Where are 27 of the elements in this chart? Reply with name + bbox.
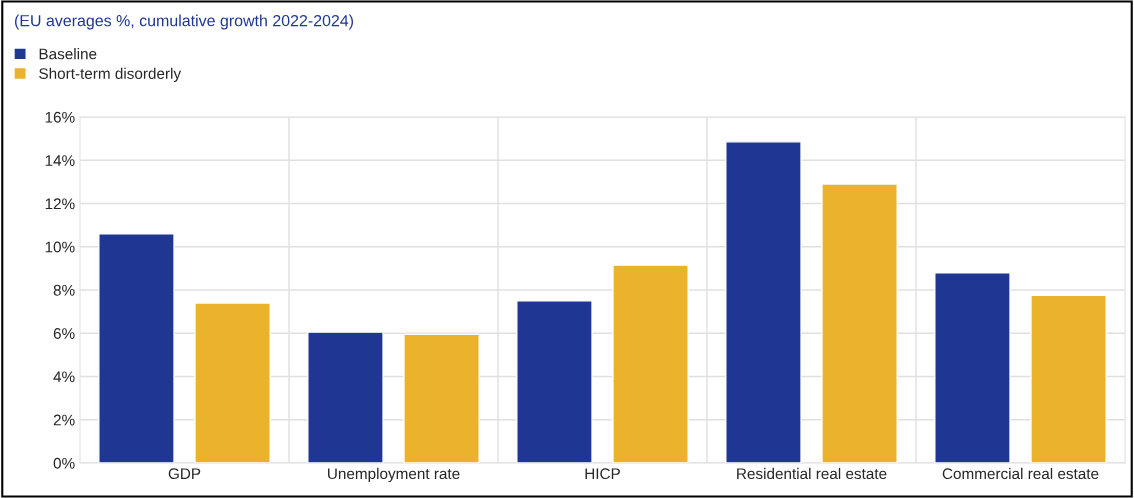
y-tick-label: 14% [45,155,75,166]
bar [403,333,480,463]
bar [1030,294,1107,463]
x-tick-label: HICP [585,468,620,480]
bar [194,302,271,463]
y-tick-label: 12% [45,198,75,210]
y-tick-label: 8% [53,284,75,296]
bar [516,300,593,463]
x-tick-label: Residential real estate [737,467,887,480]
x-tick-label: GDP [168,468,201,480]
bar [98,233,175,463]
bar [821,183,898,463]
chart-title: (EU averages %, cumulative growth 2022-2024) [14,14,354,30]
legend-label: Short-term disorderly [39,67,182,82]
y-tick-label: 10% [45,241,75,253]
y-tick-label: 4% [53,371,75,383]
bar [725,141,802,463]
x-tick-label: Commercial real estate [942,467,1099,480]
y-tick-label: 16% [45,111,75,123]
bar [612,264,689,463]
y-tick-label: 0% [53,457,75,469]
bar [307,331,384,463]
y-tick-label: 2% [53,414,75,426]
legend-label: Baseline [39,48,97,60]
bar [934,272,1011,463]
x-tick-label: Unemployment rate [328,467,460,483]
y-tick-label: 6% [53,328,75,339]
